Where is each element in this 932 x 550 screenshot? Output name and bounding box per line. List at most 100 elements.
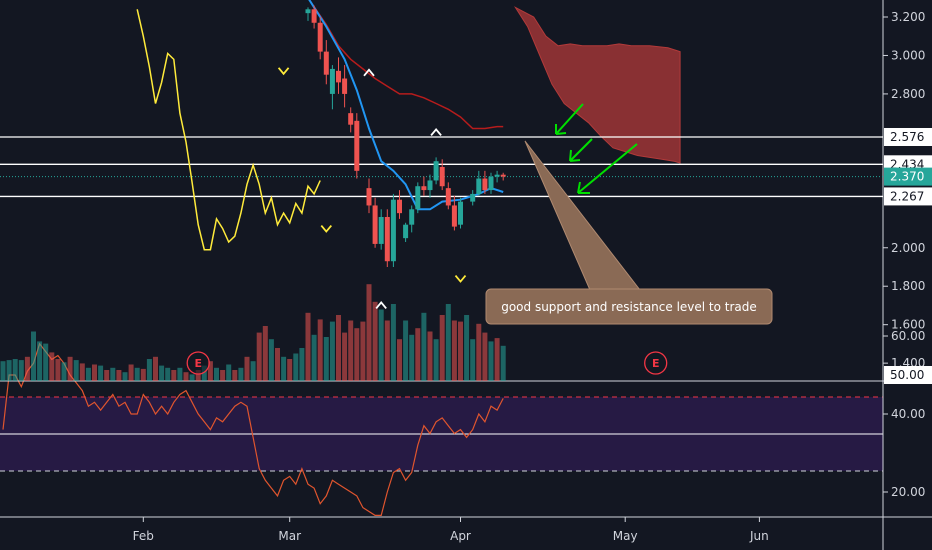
volume-bar xyxy=(494,338,500,381)
candle-body xyxy=(342,78,348,94)
volume-bar xyxy=(451,320,457,381)
volume-bar xyxy=(43,343,49,381)
volume-bar xyxy=(12,359,18,381)
price-tick-label: 3.000 xyxy=(891,48,925,62)
volume-bar xyxy=(427,331,433,381)
volume-bar xyxy=(366,284,372,381)
candle-body xyxy=(476,178,482,194)
volume-bar xyxy=(201,365,207,381)
volume-bar xyxy=(238,367,244,381)
volume-bar xyxy=(421,312,427,381)
candle-body xyxy=(415,186,421,210)
candle-body xyxy=(378,216,384,244)
volume-bar xyxy=(244,356,250,381)
green-arrows xyxy=(555,103,638,194)
earnings-marker[interactable] xyxy=(186,351,210,375)
candle-body xyxy=(403,224,409,239)
volume-bar xyxy=(397,339,402,381)
time-axis[interactable]: Feb Mar Apr May Jun xyxy=(133,517,769,543)
volume-bar xyxy=(348,320,354,381)
volume-bar xyxy=(195,370,201,381)
volume-bar xyxy=(146,359,152,381)
volume-bar xyxy=(281,356,287,381)
volume-bar xyxy=(207,361,213,381)
volume-bar xyxy=(445,304,451,381)
volume-bar xyxy=(409,334,415,381)
volume-bar xyxy=(433,339,439,381)
time-tick-label: Feb xyxy=(133,529,154,543)
candle-body xyxy=(458,201,463,225)
volume-bar xyxy=(214,367,219,381)
rsi-current-tag xyxy=(884,366,932,384)
volume-bar xyxy=(299,348,305,381)
down-marker xyxy=(277,67,290,76)
candle-body xyxy=(305,9,311,14)
price-tag-box xyxy=(884,167,932,186)
earnings-marker[interactable] xyxy=(644,351,668,375)
annotation-callout[interactable]: good support and resistance level to tra… xyxy=(485,140,773,325)
candle-body xyxy=(372,205,378,244)
earnings-marker-label: E xyxy=(652,357,660,370)
volume-bar xyxy=(79,363,85,381)
volume-bar xyxy=(250,361,256,381)
candle-body xyxy=(348,113,354,125)
volume-bar xyxy=(0,361,6,381)
candle-body xyxy=(488,176,494,191)
candle-body xyxy=(329,68,335,94)
up-marker xyxy=(375,301,387,310)
volume-bar xyxy=(390,304,396,381)
volume-bar xyxy=(159,365,165,381)
volume-bar xyxy=(336,315,341,381)
volume-bar xyxy=(177,367,183,381)
price-tag-label: 2.267 xyxy=(890,189,924,203)
volume-bar xyxy=(55,359,61,381)
slow-moving-average-line xyxy=(308,0,504,130)
rsi-axis[interactable]: 60.00 50.00 40.00 20.00 xyxy=(883,329,932,499)
volume-bar xyxy=(268,339,274,381)
signal-markers xyxy=(277,67,467,310)
candle-body xyxy=(445,188,451,206)
volume-bar xyxy=(183,372,189,381)
volume-bar xyxy=(378,309,384,381)
volume-bar xyxy=(275,348,280,381)
volume-bar xyxy=(500,345,506,381)
volume-bar xyxy=(128,364,134,381)
volume-bar xyxy=(165,367,171,381)
volume-bar xyxy=(262,326,268,381)
volume-bar xyxy=(37,341,43,381)
volume-bar xyxy=(140,368,146,381)
volume-bar xyxy=(61,362,67,381)
volume-bar xyxy=(116,370,122,381)
volume-bar xyxy=(476,323,482,381)
rsi-current-label: 50.00 xyxy=(890,368,924,382)
annotation-box xyxy=(485,288,773,325)
volume-bar xyxy=(256,332,262,381)
candle-body xyxy=(409,209,415,225)
price-tick-label: 1.600 xyxy=(891,318,925,332)
volume-bar xyxy=(153,356,158,381)
volume-bar xyxy=(232,370,238,381)
down-marker xyxy=(454,274,467,283)
rsi-tick-label: 20.00 xyxy=(891,485,925,499)
volume-bar xyxy=(104,370,110,381)
green-arrow-2 xyxy=(569,138,593,162)
candle-body xyxy=(317,22,323,52)
volume-bar xyxy=(31,331,36,381)
candle-body xyxy=(470,193,476,202)
volume-bar xyxy=(470,339,476,381)
volume-bar xyxy=(360,321,366,381)
price-tick-label: 3.200 xyxy=(891,10,925,24)
volume-bar xyxy=(415,328,421,381)
candle-body xyxy=(494,174,500,177)
candle-body xyxy=(439,166,445,187)
volume-bar xyxy=(24,356,30,381)
volume-bar xyxy=(482,332,488,381)
price-tag-label: 2.576 xyxy=(890,130,924,144)
lagging-span-line xyxy=(136,9,321,251)
up-marker xyxy=(430,127,442,136)
volume-bar xyxy=(488,341,494,381)
volume-bar xyxy=(384,320,390,381)
